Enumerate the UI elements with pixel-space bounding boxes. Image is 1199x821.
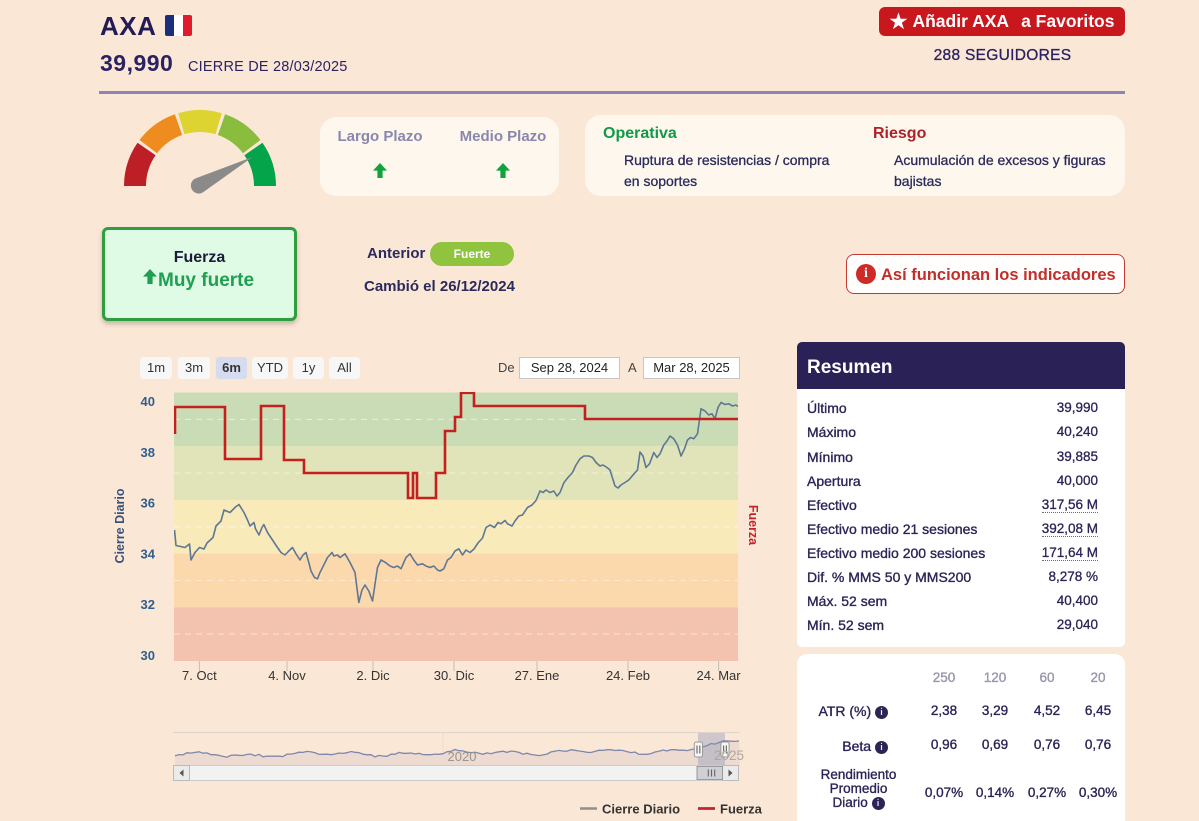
- svg-text:40: 40: [141, 394, 155, 409]
- svg-text:Fuerza: Fuerza: [720, 802, 763, 817]
- svg-text:4. Nov: 4. Nov: [268, 668, 306, 683]
- svg-text:2025: 2025: [714, 748, 744, 763]
- svg-text:7. Oct: 7. Oct: [182, 668, 217, 683]
- svg-text:38: 38: [141, 445, 155, 460]
- svg-text:36: 36: [141, 496, 155, 511]
- svg-text:27. Ene: 27. Ene: [515, 668, 560, 683]
- svg-text:Cierre Diario: Cierre Diario: [113, 488, 127, 563]
- svg-text:30: 30: [141, 648, 155, 663]
- svg-text:24. Feb: 24. Feb: [606, 668, 650, 683]
- svg-text:Fuerza: Fuerza: [746, 505, 760, 546]
- svg-text:30. Dic: 30. Dic: [434, 668, 475, 683]
- svg-text:32: 32: [141, 597, 155, 612]
- svg-text:34: 34: [141, 546, 156, 561]
- svg-text:Cierre Diario: Cierre Diario: [602, 802, 680, 817]
- svg-text:2. Dic: 2. Dic: [356, 668, 390, 683]
- svg-text:2020: 2020: [448, 749, 477, 764]
- svg-text:24. Mar: 24. Mar: [697, 668, 742, 683]
